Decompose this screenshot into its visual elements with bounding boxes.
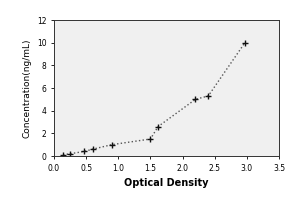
Y-axis label: Concentration(ng/mL): Concentration(ng/mL) bbox=[22, 38, 31, 138]
X-axis label: Optical Density: Optical Density bbox=[124, 178, 209, 188]
